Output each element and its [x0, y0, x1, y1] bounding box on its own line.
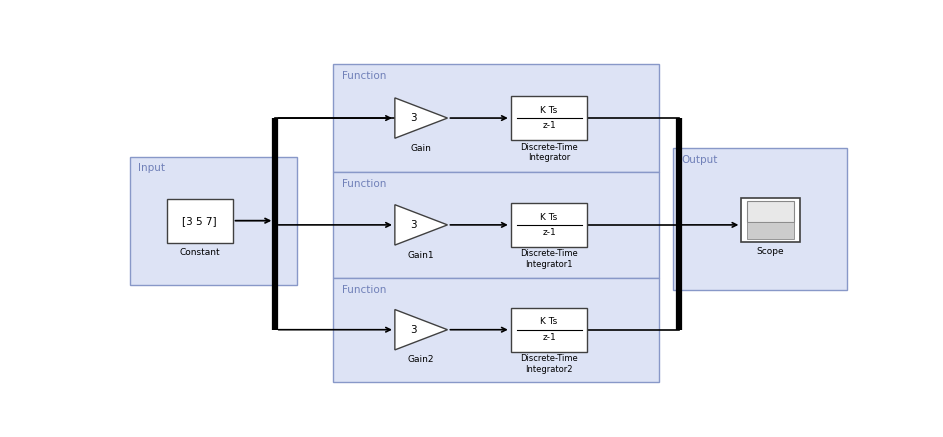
Text: 3: 3: [410, 220, 417, 230]
Polygon shape: [395, 309, 448, 350]
Text: 3: 3: [410, 325, 417, 335]
Text: Input: Input: [139, 163, 165, 173]
Text: Gain1: Gain1: [408, 251, 435, 260]
Text: Output: Output: [682, 155, 718, 165]
Text: Discrete-Time
Integrator2: Discrete-Time Integrator2: [521, 354, 578, 374]
Text: Constant: Constant: [179, 248, 220, 257]
Text: Function: Function: [341, 179, 386, 189]
Text: Function: Function: [341, 71, 386, 81]
Text: Discrete-Time
Integrator1: Discrete-Time Integrator1: [521, 250, 578, 269]
Polygon shape: [395, 98, 448, 138]
Text: K Ts: K Ts: [540, 212, 557, 222]
Text: [3 5 7]: [3 5 7]: [182, 216, 217, 225]
FancyBboxPatch shape: [167, 199, 233, 243]
Text: Discrete-Time
Integrator: Discrete-Time Integrator: [521, 142, 578, 162]
Text: z-1: z-1: [542, 333, 556, 342]
FancyBboxPatch shape: [747, 222, 794, 239]
FancyBboxPatch shape: [334, 64, 659, 172]
Text: Scope: Scope: [756, 247, 785, 257]
FancyBboxPatch shape: [334, 172, 659, 278]
Text: z-1: z-1: [542, 228, 556, 237]
Text: 3: 3: [410, 113, 417, 123]
FancyBboxPatch shape: [747, 201, 794, 222]
Text: Gain2: Gain2: [408, 355, 435, 364]
Text: Gain: Gain: [411, 144, 432, 153]
FancyBboxPatch shape: [334, 278, 659, 382]
FancyBboxPatch shape: [130, 157, 297, 284]
Text: K Ts: K Ts: [540, 317, 557, 326]
Polygon shape: [395, 205, 448, 245]
FancyBboxPatch shape: [511, 203, 587, 247]
Text: K Ts: K Ts: [540, 106, 557, 114]
FancyBboxPatch shape: [511, 308, 587, 352]
FancyBboxPatch shape: [511, 96, 587, 140]
FancyBboxPatch shape: [741, 198, 800, 242]
Text: Function: Function: [341, 284, 386, 295]
FancyBboxPatch shape: [673, 148, 847, 290]
Text: z-1: z-1: [542, 121, 556, 130]
